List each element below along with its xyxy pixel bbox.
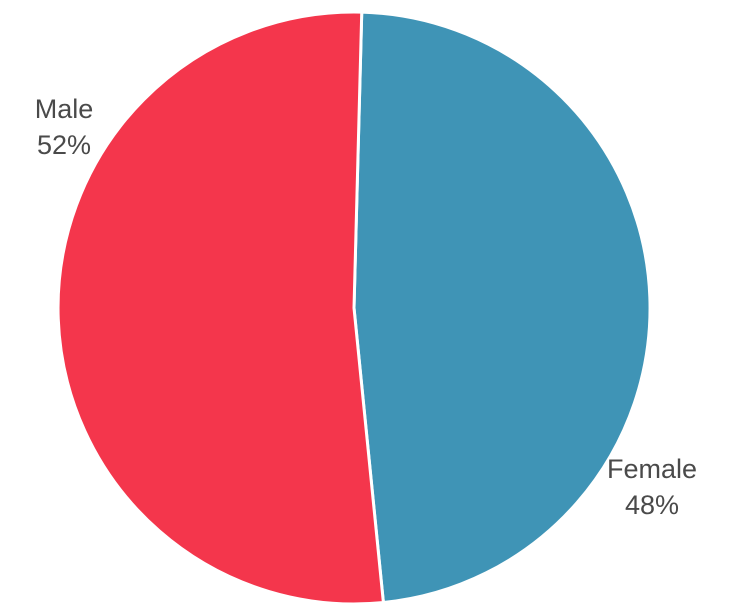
slice-label-value: 48% [625,490,679,520]
slice-label-name: Male [35,94,94,124]
slice-label-value: 52% [37,130,91,160]
pie-labels: Female 48% Male 52% [35,94,697,520]
pie-slice-male [56,10,385,606]
slice-label-male: Male 52% [35,94,94,160]
pie-slice-female [352,10,652,605]
slice-label-female: Female 48% [607,454,697,520]
pie-slices [56,10,652,606]
slice-label-name: Female [607,454,697,484]
